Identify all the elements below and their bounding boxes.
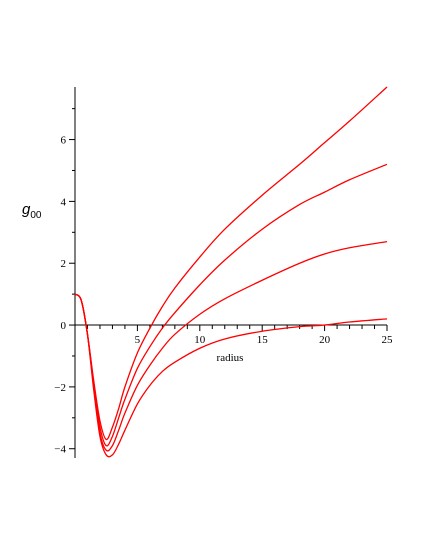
y-tick-label: −2 <box>54 382 66 394</box>
y-tick-label: 6 <box>61 135 67 147</box>
y-axis-label-main: g <box>22 201 31 218</box>
y-axis-label-subscript: 00 <box>30 210 42 221</box>
x-tick-label: 25 <box>382 334 394 346</box>
x-ticks: 5 10 15 20 25 <box>86 325 394 346</box>
y-tick-label: 4 <box>61 196 67 208</box>
series-line-3 <box>74 240 388 452</box>
y-axis-label: g00 <box>22 201 42 221</box>
y-tick-label: 0 <box>61 320 67 332</box>
x-tick-label: 5 <box>135 334 141 346</box>
x-tick-label: 10 <box>194 334 206 346</box>
series-line-4 <box>74 293 388 458</box>
x-tick-label: 15 <box>257 334 269 346</box>
series-line-1 <box>74 86 388 441</box>
series-line-2 <box>74 163 388 447</box>
x-tick-label: 20 <box>319 334 331 346</box>
y-tick-label: −4 <box>54 444 66 456</box>
y-ticks: −4 −2 0 2 4 6 <box>54 108 75 456</box>
axes <box>74 87 387 458</box>
y-tick-label: 2 <box>61 258 67 270</box>
series-group <box>74 86 388 458</box>
x-axis-label: radius <box>217 352 244 364</box>
